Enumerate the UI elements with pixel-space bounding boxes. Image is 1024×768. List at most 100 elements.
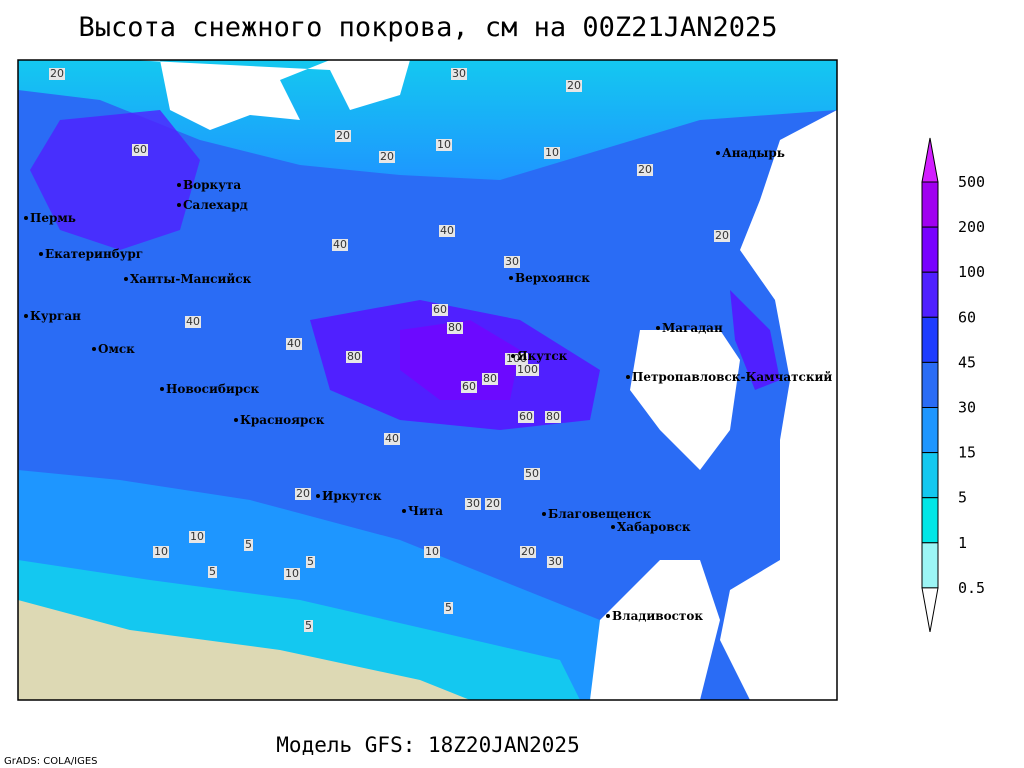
contour-label: 5 (305, 619, 312, 632)
contour-label-bg (424, 546, 440, 558)
city-dot (606, 614, 610, 618)
city-label: Екатеринбург (45, 247, 143, 261)
contour-label-bg (451, 68, 467, 80)
kamchatka (730, 290, 780, 390)
contour-label-bg (284, 568, 300, 580)
contour-label: 10 (154, 545, 168, 558)
contour-label: 40 (287, 337, 301, 350)
city-dot (509, 276, 513, 280)
colorbar-box (921, 226, 939, 273)
contour-label-bg (482, 373, 498, 385)
contour-label-bg (504, 256, 520, 268)
contour-label-bg (306, 556, 315, 568)
contour-label: 5 (209, 565, 216, 578)
colorbar: 500 200 100 60 45 30 15 5 1 0.5 (921, 137, 985, 632)
city-label: Петропавловск-Камчатский (632, 370, 832, 384)
contour-label-bg (304, 620, 313, 632)
contour-label-bg (332, 239, 348, 251)
city-label: Воркута (183, 178, 241, 192)
contour-label-bg (208, 566, 217, 578)
city-dot (234, 418, 238, 422)
contour-label-bg (485, 498, 501, 510)
city-label: Красноярск (240, 413, 325, 427)
contour-label-bg (346, 351, 362, 363)
colorbar-label: 1 (958, 534, 967, 552)
city-label: Иркутск (322, 489, 382, 503)
contour-label: 30 (466, 497, 480, 510)
contour-label-bg (295, 488, 311, 500)
contour-label: 20 (638, 163, 652, 176)
contour-label-bg (286, 338, 302, 350)
city-label: Пермь (30, 211, 76, 225)
city-dot (656, 326, 660, 330)
contour-label: 30 (505, 255, 519, 268)
city-dot (24, 216, 28, 220)
city-dot (402, 509, 406, 513)
colorbar-label: 0.5 (958, 579, 985, 597)
city-label: Хабаровск (617, 520, 691, 534)
city-label: Курган (30, 309, 81, 323)
colorbar-label: 5 (958, 489, 967, 507)
city-dot (316, 494, 320, 498)
contour-label-bg (379, 151, 395, 163)
deep-snow (30, 110, 200, 250)
city-dot (160, 387, 164, 391)
contour-label-bg (516, 364, 539, 376)
sea (130, 60, 410, 130)
contour-label-bg (189, 531, 205, 543)
city-dot (24, 314, 28, 318)
city-label: Новосибирск (166, 382, 259, 396)
contour-label: 20 (296, 487, 310, 500)
sea-of-japan (590, 560, 720, 700)
contour-label-bg (714, 230, 730, 242)
contour-label-bg (132, 144, 148, 156)
credit: GrADS: COLA/IGES (4, 756, 98, 767)
contour-label: 60 (519, 410, 533, 423)
contour-label: 20 (715, 229, 729, 242)
contour-label: 60 (433, 303, 447, 316)
contour-label: 40 (333, 238, 347, 251)
city-label: Салехард (183, 198, 248, 212)
city-dot (177, 203, 181, 207)
contour-label: 20 (521, 545, 535, 558)
city-dot (511, 354, 515, 358)
colorbar-label: 45 (958, 353, 976, 371)
contour-label: 5 (445, 601, 452, 614)
city-label: Якутск (517, 349, 568, 363)
contour-label-bg (432, 304, 448, 316)
contour-label: 20 (486, 497, 500, 510)
sea-of-okhotsk (630, 330, 740, 470)
contour-label: 10 (545, 146, 559, 159)
city-dot (39, 252, 43, 256)
contour-label-bg (505, 353, 528, 365)
city-label: Верхоянск (515, 271, 590, 285)
contour-label: 30 (548, 555, 562, 568)
contour-label-bg (444, 602, 453, 614)
contour-label: 20 (50, 67, 64, 80)
contour-label: 10 (425, 545, 439, 558)
city-dot (92, 347, 96, 351)
city-label: Благовещенск (548, 507, 652, 521)
contour-label: 40 (440, 224, 454, 237)
contour-label-bg (185, 316, 201, 328)
contour-label-bg (384, 433, 400, 445)
contour-label: 80 (483, 372, 497, 385)
colorbar-label: 200 (958, 218, 985, 236)
contour-label-bg (49, 68, 65, 80)
contour-label: 40 (385, 432, 399, 445)
city-dot (177, 183, 181, 187)
map-frame (17, 59, 838, 701)
no-snow-land (18, 600, 470, 700)
contour-label-bg (524, 468, 540, 480)
contour-label: 80 (448, 321, 462, 334)
contour-label: 10 (437, 138, 451, 151)
colorbar-box (921, 407, 939, 454)
contour-label: 50 (525, 467, 539, 480)
city-label: Чита (408, 504, 443, 518)
colorbar-box (921, 316, 939, 363)
city-label: Омск (98, 342, 135, 356)
contour-label-bg (461, 381, 477, 393)
contour-label: 5 (245, 538, 252, 551)
colorbar-label: 60 (958, 308, 976, 326)
